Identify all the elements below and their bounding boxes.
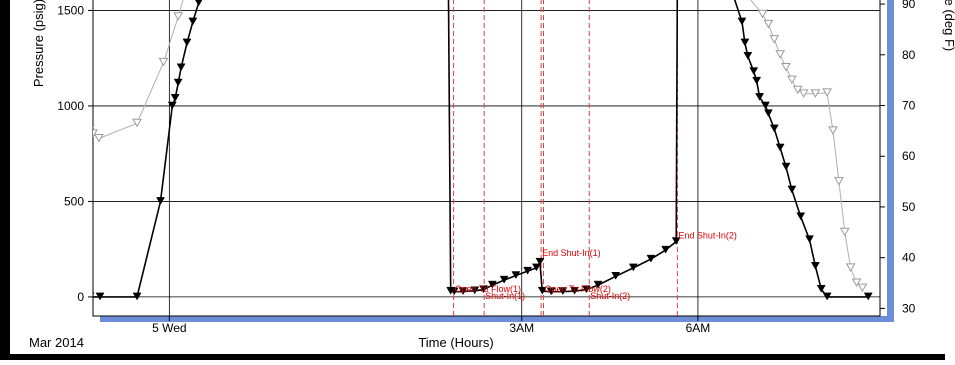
- plot-shadow-right: [887, 0, 894, 322]
- x-tick-label: 3AM: [509, 321, 534, 335]
- y-axis-right-label: Temperature (deg F): [942, 0, 955, 51]
- x-tick-label: 6AM: [686, 321, 711, 335]
- y-right-tick-label: 60: [902, 149, 916, 163]
- x-axis-label: Time (Hours): [418, 335, 493, 350]
- plot-area: [93, 0, 880, 316]
- event-label: Shut-In(1): [485, 291, 525, 301]
- y-right-tick-label: 70: [902, 99, 916, 113]
- window-bottom-border: [0, 354, 955, 360]
- y-right-tick-label: 80: [902, 48, 916, 62]
- y-axis-left-label: Pressure (psig): [31, 0, 46, 87]
- event-label: Shut-In(2): [590, 291, 630, 301]
- y-left-tick-label: 0: [77, 290, 84, 304]
- event-label: End Shut-In(1): [542, 248, 601, 258]
- plot-shadow-bottom: [100, 316, 894, 322]
- y-left-tick-label: 1500: [57, 3, 84, 17]
- y-right-tick-label: 50: [902, 200, 916, 214]
- y-left-tick-label: 1000: [57, 99, 84, 113]
- date-label: Mar 2014: [29, 335, 84, 350]
- y-right-tick-label: 90: [902, 0, 916, 11]
- window-left-border: [0, 0, 10, 360]
- x-tick-label: 5 Wed: [152, 321, 186, 335]
- event-label: End Shut-In(2): [678, 231, 737, 241]
- y-right-tick-label: 30: [902, 301, 916, 315]
- y-right-tick-label: 40: [902, 251, 916, 265]
- y-left-tick-label: 500: [64, 194, 84, 208]
